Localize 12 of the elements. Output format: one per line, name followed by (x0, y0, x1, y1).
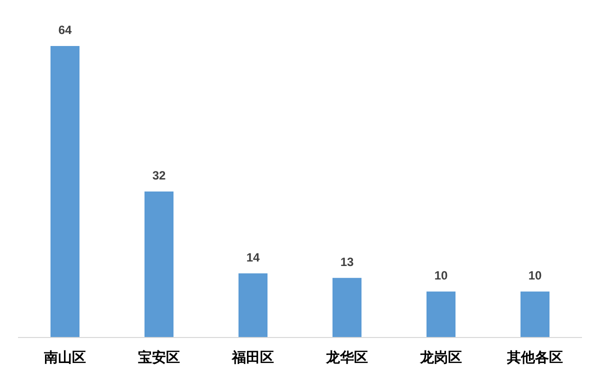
data-label: 10 (434, 268, 448, 283)
x-tick-label: 福田区 (231, 349, 274, 366)
data-label: 10 (528, 268, 542, 283)
data-label: 14 (246, 250, 260, 264)
x-tick-label: 其他各区 (506, 350, 563, 366)
x-tick-label: 龙岗区 (419, 350, 462, 366)
x-tick-label: 龙华区 (325, 350, 368, 366)
data-label: 13 (340, 254, 354, 269)
data-label: 64 (58, 23, 72, 37)
x-tick-label: 南山区 (43, 350, 86, 366)
x-tick-label: 宝安区 (138, 349, 180, 366)
data-label: 32 (152, 168, 166, 182)
